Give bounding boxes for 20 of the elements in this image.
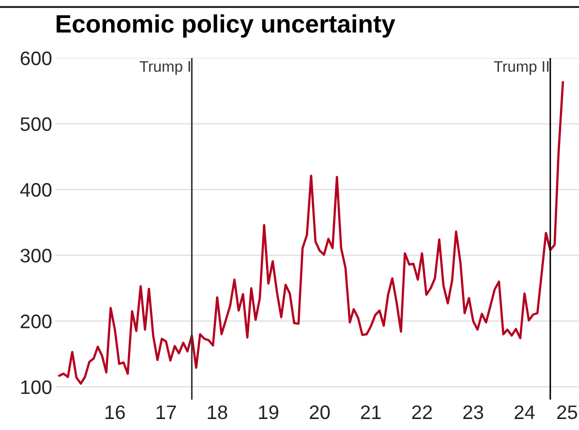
- x-tick-label: 21: [361, 405, 381, 419]
- x-tick-label: 24: [514, 405, 535, 419]
- y-tick-label: 600: [20, 51, 52, 66]
- y-tick-label: 400: [20, 183, 52, 197]
- ref-line-label: Trump I: [140, 61, 190, 75]
- x-tick-label: 20: [310, 405, 330, 420]
- ref-line-label: Trump II: [494, 61, 548, 75]
- x-tick-label: 19: [259, 405, 278, 420]
- y-tick-label: 500: [20, 117, 52, 132]
- line-series: [58, 81, 564, 385]
- x-tick-label: 16: [106, 405, 125, 420]
- x-tick-label: 18: [208, 405, 228, 420]
- chart-title: Economic policy uncertainty: [56, 14, 396, 38]
- y-tick-label: 200: [20, 314, 52, 328]
- y-tick-label: 300: [20, 248, 52, 263]
- x-tick-label: 17: [156, 406, 176, 419]
- x-tick-label: 22: [412, 405, 432, 419]
- x-tick-label: 25: [557, 405, 578, 420]
- x-tick-label: 23: [463, 405, 484, 420]
- y-tick-label: 100: [21, 380, 52, 394]
